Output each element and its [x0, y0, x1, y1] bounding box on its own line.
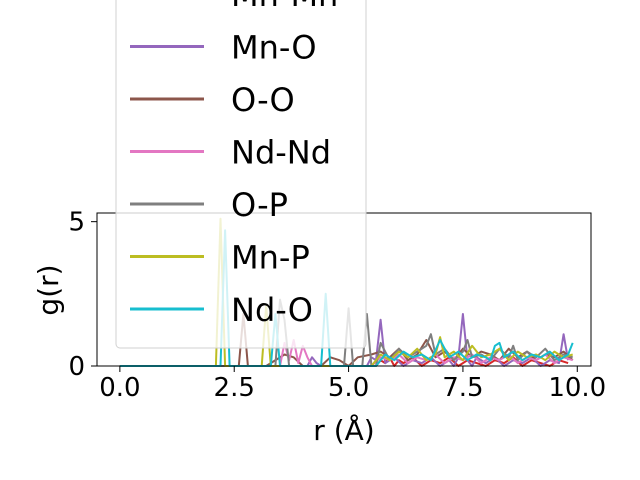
x-tick-label: 10.0 [548, 373, 606, 403]
legend-label-o-o: O-O [231, 81, 295, 119]
x-axis-label: r (Å) [313, 413, 374, 447]
x-tick-label: 0.0 [99, 373, 140, 403]
legend-label-mn-o: Mn-O [231, 29, 317, 67]
y-tick-label: 0 [68, 352, 85, 382]
x-tick-label: 2.5 [214, 373, 255, 403]
legend-label-mn-mn: Mn-Mn [231, 0, 338, 14]
series-line-mn-o [119, 313, 570, 367]
y-tick-label: 5 [68, 208, 85, 238]
legend-label-o-p: O-P [231, 186, 288, 224]
legend: Mn-Mn Mn-O O-O Nd-Nd O-P Mn-P Nd-O [115, 0, 367, 349]
x-tick-label: 5.0 [328, 373, 369, 403]
legend-box [115, 0, 367, 349]
x-tick-label: 7.5 [442, 373, 483, 403]
legend-label-mn-p: Mn-P [231, 239, 310, 277]
legend-label-nd-o: Nd-O [231, 291, 313, 329]
axis-ticks: 0.0 2.5 5.0 7.5 10.0 0 5 [68, 208, 606, 403]
legend-label-nd-nd: Nd-Nd [231, 134, 331, 172]
y-axis-label: g(r) [32, 264, 65, 315]
